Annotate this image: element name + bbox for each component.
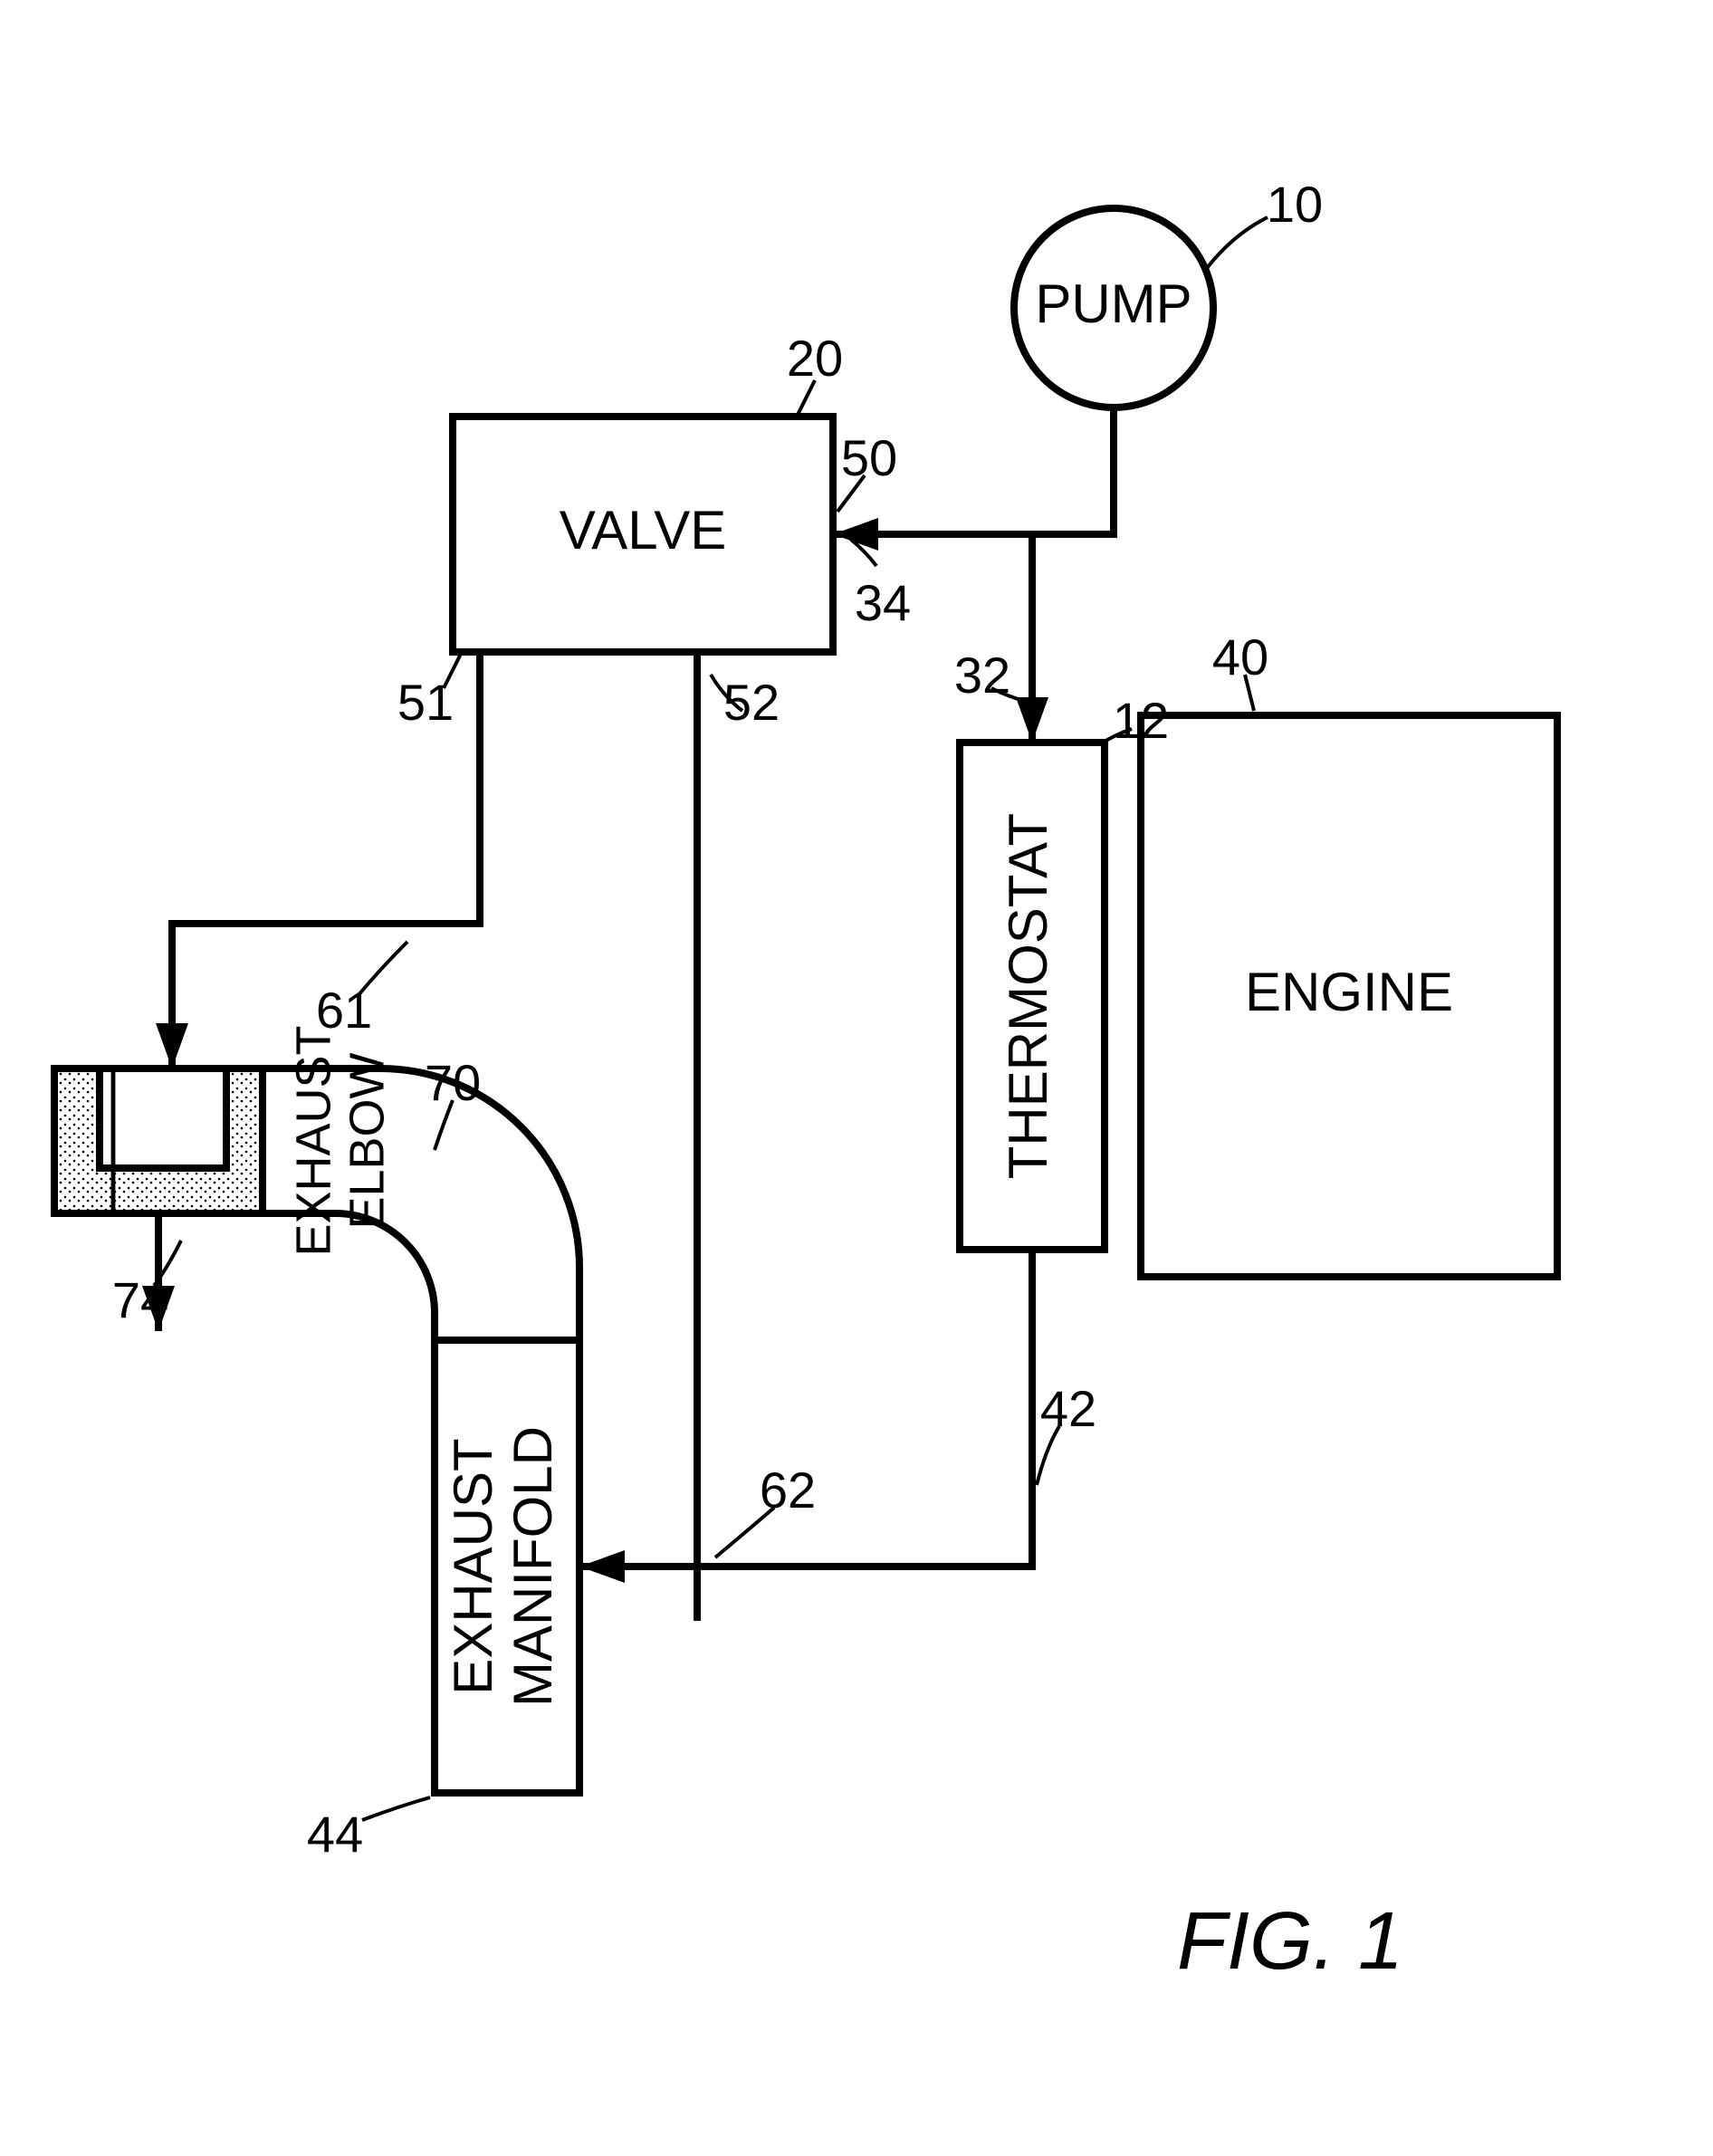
ref-20: 20	[787, 330, 843, 387]
ref-61: 61	[316, 982, 372, 1039]
figure-label: FIG. 1	[1177, 1896, 1403, 1987]
diagram-canvas: PUMP VALVE THERMOSTAT ENGINE EXHAUSTMANIFOLD…	[0, 0, 1713, 2156]
leader-44	[362, 1797, 430, 1820]
hatched-outlet-inner	[100, 1068, 226, 1168]
ref-44: 44	[307, 1806, 363, 1863]
ref-12: 12	[1113, 692, 1169, 749]
ref-62: 62	[760, 1461, 816, 1519]
arrowhead-icon	[579, 1550, 625, 1583]
exhaust-elbow-label: EXHAUSTELBOW	[287, 1025, 395, 1256]
flow-engine-to-manifold	[579, 1250, 1032, 1567]
ref-34: 34	[855, 574, 911, 631]
ref-74: 74	[112, 1271, 168, 1328]
ref-70: 70	[425, 1054, 481, 1111]
ref-50: 50	[841, 429, 897, 486]
ref-10: 10	[1267, 176, 1323, 233]
exhaust-manifold-label: EXHAUSTMANIFOLD	[443, 1426, 563, 1707]
ref-42: 42	[1040, 1380, 1096, 1437]
valve-label: VALVE	[560, 500, 727, 561]
arrowhead-icon	[1016, 697, 1048, 743]
thermostat-label: THERMOSTAT	[998, 813, 1058, 1179]
ref-51: 51	[397, 674, 454, 731]
ref-40: 40	[1212, 628, 1268, 685]
pump-label: PUMP	[1035, 273, 1191, 334]
leader-10	[1204, 217, 1268, 272]
ref-52: 52	[723, 674, 780, 731]
arrowhead-icon	[156, 1023, 188, 1068]
ref-32: 32	[954, 647, 1010, 704]
engine-label: ENGINE	[1245, 962, 1453, 1022]
